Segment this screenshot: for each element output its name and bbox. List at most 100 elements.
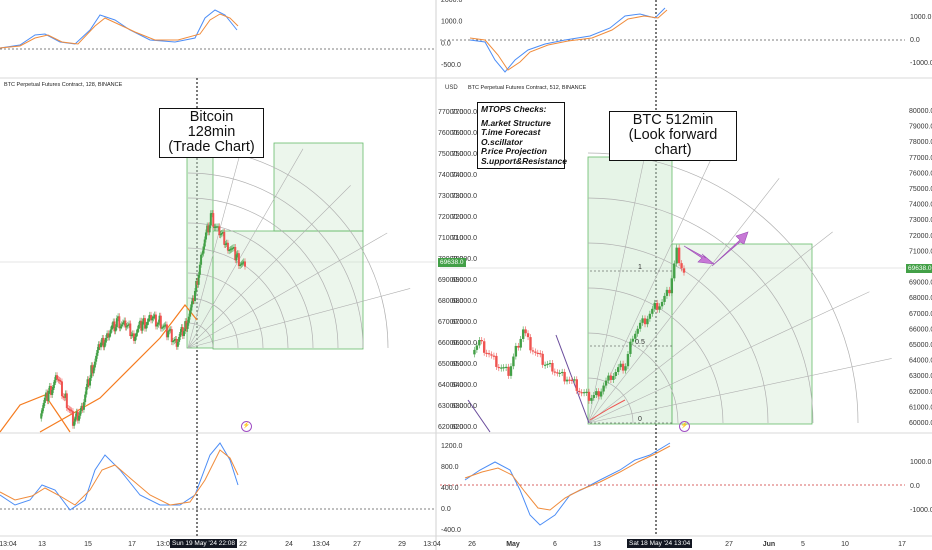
left-candle — [79, 410, 82, 416]
left-candle — [103, 342, 106, 348]
right-candle — [487, 353, 491, 355]
right-y-tick: 74000.0 — [909, 202, 932, 209]
right-trend-line — [467, 399, 491, 433]
left-candle — [142, 318, 145, 322]
right-x-tick: Jun — [763, 541, 775, 548]
left-candle — [131, 333, 134, 335]
left-y-tick: 64000.0 — [438, 382, 463, 389]
right-y-tick: 67000.0 — [909, 311, 932, 318]
right-y-left-tick: 71000.0 — [452, 235, 477, 242]
left-candle — [74, 416, 77, 422]
right-candle — [531, 350, 535, 352]
left-candle — [118, 316, 121, 329]
right-y-left-tick: 65000.0 — [452, 361, 477, 368]
left-cursor-date: Sun 19 May '24 22:08 — [170, 539, 238, 548]
left-y-tick: 62000.0 — [438, 424, 463, 431]
right-candle — [617, 367, 620, 373]
right-candle — [536, 352, 539, 354]
right-candle — [646, 318, 649, 325]
left-y-tick: 68000.0 — [438, 298, 463, 305]
right-candle — [500, 367, 503, 369]
right-candle — [534, 351, 537, 353]
osc-bottom-right-blue — [464, 442, 671, 526]
left-gann-ray — [187, 125, 248, 349]
left-candle — [200, 254, 203, 265]
left-candle — [119, 326, 122, 329]
right-candle — [643, 318, 647, 325]
left-candle — [185, 321, 188, 329]
right-candle — [502, 367, 505, 369]
right-y-tick: 75000.0 — [909, 186, 932, 193]
right-candle — [495, 355, 498, 367]
left-candle — [57, 379, 60, 381]
left-x-tick: 29 — [398, 541, 406, 548]
right-candle — [677, 247, 681, 264]
osc-top-left-orange — [0, 13, 239, 49]
left-candle — [229, 249, 232, 251]
right-y-left-tick: 64000.0 — [452, 382, 477, 389]
right-y-tick: 68000.0 — [909, 295, 932, 302]
osc-bottom-left-blue — [0, 442, 239, 511]
left-candle — [203, 239, 206, 247]
left-candle — [186, 322, 189, 329]
right-price-label: 69638.0 — [906, 264, 932, 273]
right-candle — [651, 308, 654, 314]
left-candle — [234, 247, 237, 261]
left-candle — [182, 331, 185, 337]
left-candle — [75, 411, 78, 417]
left-candle — [202, 246, 205, 254]
right-candle — [521, 329, 525, 339]
right-y-left-tick: 68000.0 — [452, 298, 477, 305]
left-candle — [108, 333, 111, 338]
right-candle — [517, 345, 520, 348]
left-candle — [174, 338, 177, 341]
right-trend-line — [555, 334, 590, 424]
left-candle — [141, 321, 144, 331]
right-gann-arc — [587, 197, 814, 424]
left-candle — [153, 314, 156, 317]
left-y-tick: 69000.0 — [438, 277, 463, 284]
left-candle — [209, 213, 212, 226]
mtops-line: MTOPS Checks: — [481, 104, 547, 114]
left-candle — [145, 325, 148, 329]
left-candle — [89, 377, 92, 386]
left-candle — [230, 248, 233, 250]
right-candle — [582, 392, 586, 394]
mtops-line: S.upport&Resistance — [481, 155, 567, 166]
right-candle — [612, 375, 615, 380]
left-price-label: 69638.0 — [438, 258, 466, 267]
left-candle — [235, 254, 238, 261]
right-x-tick: 5 — [801, 541, 805, 548]
left-candle — [168, 330, 171, 332]
right-y-tick: 71000.0 — [909, 248, 932, 255]
osc-top-left-tick: 0.0 — [441, 40, 451, 47]
left-candle — [163, 325, 166, 327]
mtops-checklist: MTOPS Checks: M.arket Structure T.ime Fo… — [477, 102, 567, 170]
osc-bottom-right-tick: 1000.0 — [910, 459, 932, 466]
left-candle — [104, 337, 107, 343]
left-candle — [201, 253, 204, 255]
left-candle — [110, 325, 113, 330]
left-gann-ray — [187, 185, 351, 349]
right-time-zone — [587, 156, 673, 425]
left-x-tick: 13:04 — [312, 541, 330, 548]
left-y-tick: 77000.0 — [438, 109, 463, 116]
left-x-tick: 13:04 — [0, 541, 17, 548]
right-candle — [587, 391, 591, 401]
event-icon[interactable]: ⚡ — [241, 421, 252, 432]
fib-level-label: 1 — [638, 264, 642, 271]
right-y-tick: 79000.0 — [909, 124, 932, 131]
left-x-tick: 27 — [353, 541, 361, 548]
right-x-tick: 13 — [593, 541, 601, 548]
right-candle — [658, 306, 661, 310]
right-candle — [638, 322, 642, 329]
left-candle — [96, 350, 99, 356]
right-candle — [621, 363, 625, 371]
right-candle — [529, 337, 532, 351]
left-candle — [150, 314, 153, 321]
left-x-tick: 22 — [239, 541, 247, 548]
event-icon[interactable]: ⚡ — [679, 421, 690, 432]
right-candle — [573, 379, 576, 381]
left-candle — [92, 367, 95, 374]
left-candle — [41, 408, 44, 414]
